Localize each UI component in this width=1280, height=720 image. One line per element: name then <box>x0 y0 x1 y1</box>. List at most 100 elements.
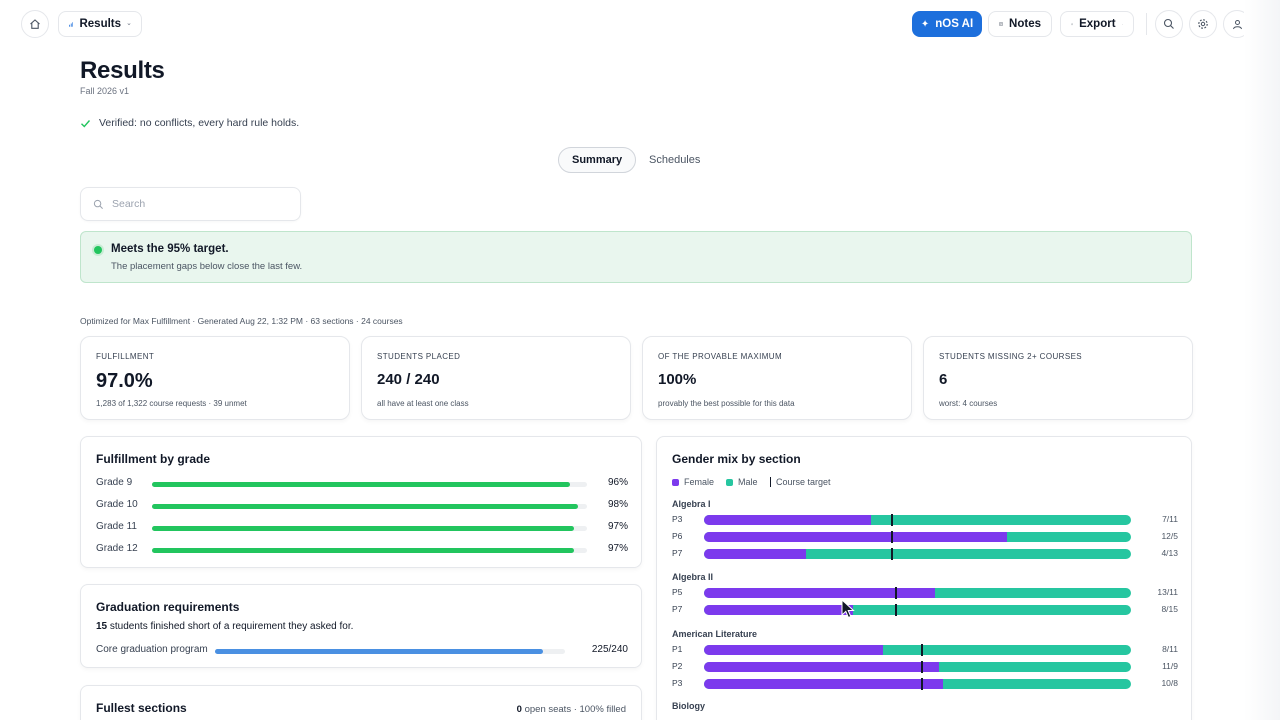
stat-subtext: provably the best possible for this data <box>658 399 795 408</box>
home-button[interactable] <box>21 10 49 38</box>
fullest-sections-card: Fullest sections 0 open seats · 100% fil… <box>80 685 642 720</box>
stat-card-provable-max: Of the provable maximum 100% provably th… <box>642 336 912 420</box>
export-dropdown[interactable]: Export <box>1060 11 1134 37</box>
banner-detail: The placement gaps below close the last … <box>111 261 303 272</box>
female-segment <box>704 549 807 559</box>
progress-fill <box>215 649 544 654</box>
top-bar: Results ✦ nOS AI Notes Export <box>0 0 1280 48</box>
legend-swatch <box>672 479 679 486</box>
chevron-down-icon <box>127 23 131 26</box>
section-row: P3 10/8 <box>672 678 1178 690</box>
gender-bar <box>704 605 1131 615</box>
search-button[interactable] <box>1155 10 1183 38</box>
course-name: Algebra I <box>672 499 711 509</box>
section-ratio: 11/9 <box>1162 661 1178 671</box>
section-label: P3 <box>672 514 683 524</box>
gender-bar <box>704 532 1131 542</box>
search-icon <box>1163 18 1174 29</box>
results-nav-dropdown[interactable]: Results <box>58 11 142 37</box>
stat-subtext: all have at least one class <box>377 399 469 408</box>
stat-value: 97.0% <box>96 370 153 392</box>
mouse-cursor-icon <box>841 599 855 619</box>
ai-assistant-button[interactable]: ✦ nOS AI <box>912 11 982 37</box>
program-row: Core graduation program 225/240 <box>96 644 628 658</box>
section-ratio: 12/5 <box>1161 531 1178 541</box>
course-target-marker <box>920 661 923 673</box>
fulfillment-by-grade-card: Fulfillment by grade Grade 9 96% Grade 1… <box>80 436 642 568</box>
course-target-marker <box>890 531 893 543</box>
grade-percent: 96% <box>607 477 628 488</box>
course-name: American Literature <box>672 629 758 639</box>
stat-label: Students missing 2+ courses <box>939 352 1083 361</box>
course-name: Biology <box>672 701 705 711</box>
upload-icon <box>1071 23 1073 25</box>
gender-bar <box>704 588 1131 598</box>
section-ratio: 8/11 <box>1162 644 1178 654</box>
section-row: P7 8/15 <box>672 604 1178 616</box>
section-row: P7 4/13 <box>672 548 1178 560</box>
progress-fill <box>152 482 570 487</box>
card-title: Gender mix by section <box>672 452 801 466</box>
gender-bar <box>704 515 1131 525</box>
grade-row: Grade 10 98% <box>96 499 628 513</box>
status-dot <box>94 246 102 254</box>
stat-card-students-placed: Students placed 240 / 240 all have at le… <box>361 336 631 420</box>
program-label: Core graduation program <box>96 644 208 655</box>
section-row: P5 13/11 <box>672 587 1178 599</box>
section-label: P7 <box>672 604 683 614</box>
grade-percent: 97% <box>607 521 628 532</box>
section-ratio: 10/8 <box>1161 678 1178 688</box>
settings-button[interactable] <box>1189 10 1217 38</box>
gender-bar <box>704 679 1131 689</box>
program-count: 225/240 <box>591 644 628 655</box>
search-input[interactable]: Search <box>80 187 301 221</box>
section-row: P6 12/5 <box>672 531 1178 543</box>
stat-label: Of the provable maximum <box>658 352 783 361</box>
open-seats-count: 0 <box>516 704 522 715</box>
toolbar-divider <box>1146 13 1147 35</box>
progress-fill <box>152 548 574 553</box>
progress-track <box>152 482 587 487</box>
stat-label: Students placed <box>377 352 461 361</box>
legend-label: Female <box>684 477 715 487</box>
export-label: Export <box>1079 18 1116 30</box>
course-target-marker <box>895 587 898 599</box>
chart-legend: Female Male Course target <box>672 477 831 487</box>
grade-label: Grade 9 <box>96 477 133 488</box>
home-icon <box>30 19 40 29</box>
female-segment <box>704 605 854 615</box>
notes-icon <box>999 22 1003 26</box>
course-target-marker <box>895 604 898 616</box>
course-target-marker <box>920 678 923 690</box>
shortfall-count: 15 <box>96 621 108 632</box>
legend-target: Course target <box>769 477 831 487</box>
gear-icon <box>1198 19 1208 29</box>
section-ratio: 7/11 <box>1162 514 1178 524</box>
legend-label: Male <box>738 477 758 487</box>
section-row: P1 8/11 <box>672 644 1178 656</box>
gender-mix-card: Gender mix by section Female Male Course… <box>656 436 1192 720</box>
stat-subtext: 1,283 of 1,322 course requests · 39 unme… <box>96 399 247 408</box>
verified-text: Verified: no conflicts, every hard rule … <box>99 117 300 129</box>
section-label: P2 <box>672 661 683 671</box>
card-title: Fulfillment by grade <box>96 452 211 466</box>
verified-status: Verified: no conflicts, every hard rule … <box>80 117 299 129</box>
bar-chart-icon <box>69 21 74 27</box>
progress-fill <box>152 526 574 531</box>
stat-subtext: worst: 4 courses <box>939 399 998 408</box>
search-icon <box>93 199 103 209</box>
tab-schedules[interactable]: Schedules <box>649 154 701 166</box>
tab-summary[interactable]: Summary <box>558 147 637 173</box>
notes-button[interactable]: Notes <box>988 11 1052 37</box>
grade-label: Grade 10 <box>96 499 138 510</box>
banner-headline: Meets the 95% target. <box>111 243 229 255</box>
graduation-requirements-card: Graduation requirements 15 students fini… <box>80 584 642 668</box>
female-segment <box>704 679 944 689</box>
target-banner: Meets the 95% target. The placement gaps… <box>80 231 1192 283</box>
section-ratio: 8/15 <box>1161 604 1178 614</box>
chevron-down-icon <box>1121 23 1123 25</box>
stat-card-fulfillment: Fulfillment 97.0% 1,283 of 1,322 course … <box>80 336 350 420</box>
course-target-marker <box>920 644 923 656</box>
legend-tick <box>769 477 772 487</box>
open-seats-text: open seats · 100% filled <box>521 704 626 715</box>
